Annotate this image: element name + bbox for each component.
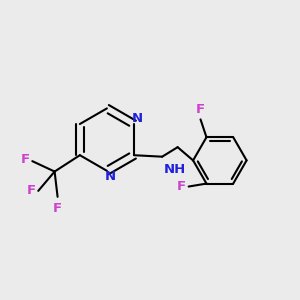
- Text: F: F: [21, 154, 30, 166]
- Text: F: F: [176, 180, 186, 193]
- Text: N: N: [104, 170, 116, 183]
- Text: F: F: [53, 202, 62, 215]
- Text: F: F: [196, 103, 205, 116]
- Text: N: N: [131, 112, 142, 125]
- Text: F: F: [27, 184, 36, 197]
- Text: NH: NH: [164, 163, 186, 176]
